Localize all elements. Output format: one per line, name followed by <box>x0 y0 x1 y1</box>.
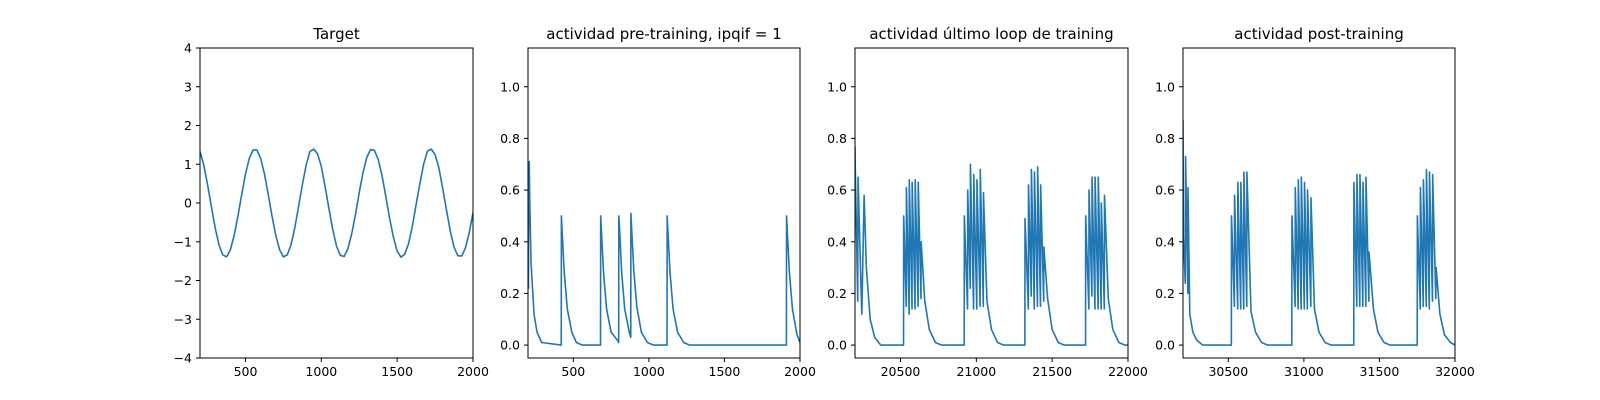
y-tick-label: 4 <box>184 41 192 56</box>
x-tick-label: 31000 <box>1284 364 1324 379</box>
y-tick-label: 0.6 <box>500 183 520 198</box>
chart-title: actividad post-training <box>1234 25 1403 43</box>
y-tick-label: 0.4 <box>1155 234 1175 249</box>
x-tick-label: 21500 <box>1032 364 1072 379</box>
y-tick-label: 0.4 <box>827 234 847 249</box>
x-tick-label: 20500 <box>881 364 921 379</box>
y-tick-label: 0.6 <box>1155 183 1175 198</box>
chart-panel-4: 30500 31000 31500 32000 0.0 0.2 0.4 0.6 0.8 1.0 ac… <box>1155 25 1475 379</box>
chart-panel-2: 500 1000 1500 2000 0.0 0.2 0.4 0.6 0.8 1.0 activid… <box>500 25 816 379</box>
y-tick-label: 0.2 <box>500 286 520 301</box>
x-tick-label: 2000 <box>784 364 816 379</box>
y-tick-label: 0.2 <box>1155 286 1175 301</box>
axes-frame <box>527 47 801 359</box>
x-tick-label: 31500 <box>1360 364 1400 379</box>
axes-frame <box>854 47 1129 359</box>
series-line-4-1 <box>1183 120 1455 346</box>
y-tick-label: 3 <box>184 79 192 94</box>
y-tick-label: 1.0 <box>1155 79 1175 94</box>
x-tick-label: 22000 <box>1108 364 1148 379</box>
y-tick-label: 2 <box>184 118 192 133</box>
y-tick-label: 1.0 <box>500 79 520 94</box>
x-tick-label: 1000 <box>305 364 337 379</box>
x-tick-label: 21000 <box>956 364 996 379</box>
x-tick-label: 500 <box>561 364 585 379</box>
y-tick-label: −4 <box>174 351 192 366</box>
y-tick-label: −3 <box>174 312 192 327</box>
chart-panel-1: 500 1000 1500 2000 −4 −3 −2 −1 0 1 2 3 4 Target <box>174 25 489 379</box>
chart-title: actividad pre-training, ipqif = 1 <box>546 25 782 43</box>
x-tick-label: 30500 <box>1208 364 1248 379</box>
series-line-1-1 <box>200 148 473 259</box>
y-tick-label: −1 <box>174 234 192 249</box>
x-tick-label: 1500 <box>381 364 413 379</box>
x-tick-label: 1000 <box>633 364 665 379</box>
y-tick-label: 0.0 <box>500 338 520 353</box>
chart-panel-3: 20500 21000 21500 22000 0.0 0.2 0.4 0.6 0.8 1.0 ac… <box>827 25 1148 379</box>
y-tick-label: 1 <box>184 157 192 172</box>
y-tick-label: 0.0 <box>1155 338 1175 353</box>
x-tick-label: 500 <box>234 364 258 379</box>
chart-title: actividad último loop de training <box>869 25 1113 43</box>
y-tick-label: 0.8 <box>1155 131 1175 146</box>
series-line-2-1 <box>528 160 800 346</box>
y-tick-label: −2 <box>174 273 192 288</box>
y-tick-label: 0.2 <box>827 286 847 301</box>
y-tick-label: 0.6 <box>827 183 847 198</box>
y-tick-label: 1.0 <box>827 79 847 94</box>
chart-title: Target <box>312 25 360 43</box>
axes-frame <box>1182 47 1456 359</box>
x-tick-label: 1500 <box>709 364 741 379</box>
x-tick-label: 2000 <box>457 364 489 379</box>
y-tick-label: 0.8 <box>500 131 520 146</box>
x-tick-label: 32000 <box>1435 364 1475 379</box>
y-tick-label: 0 <box>184 196 192 211</box>
y-tick-label: 0.4 <box>500 234 520 249</box>
y-tick-label: 0.0 <box>827 338 847 353</box>
series-line-3-1 <box>855 146 1128 346</box>
y-tick-label: 0.8 <box>827 131 847 146</box>
